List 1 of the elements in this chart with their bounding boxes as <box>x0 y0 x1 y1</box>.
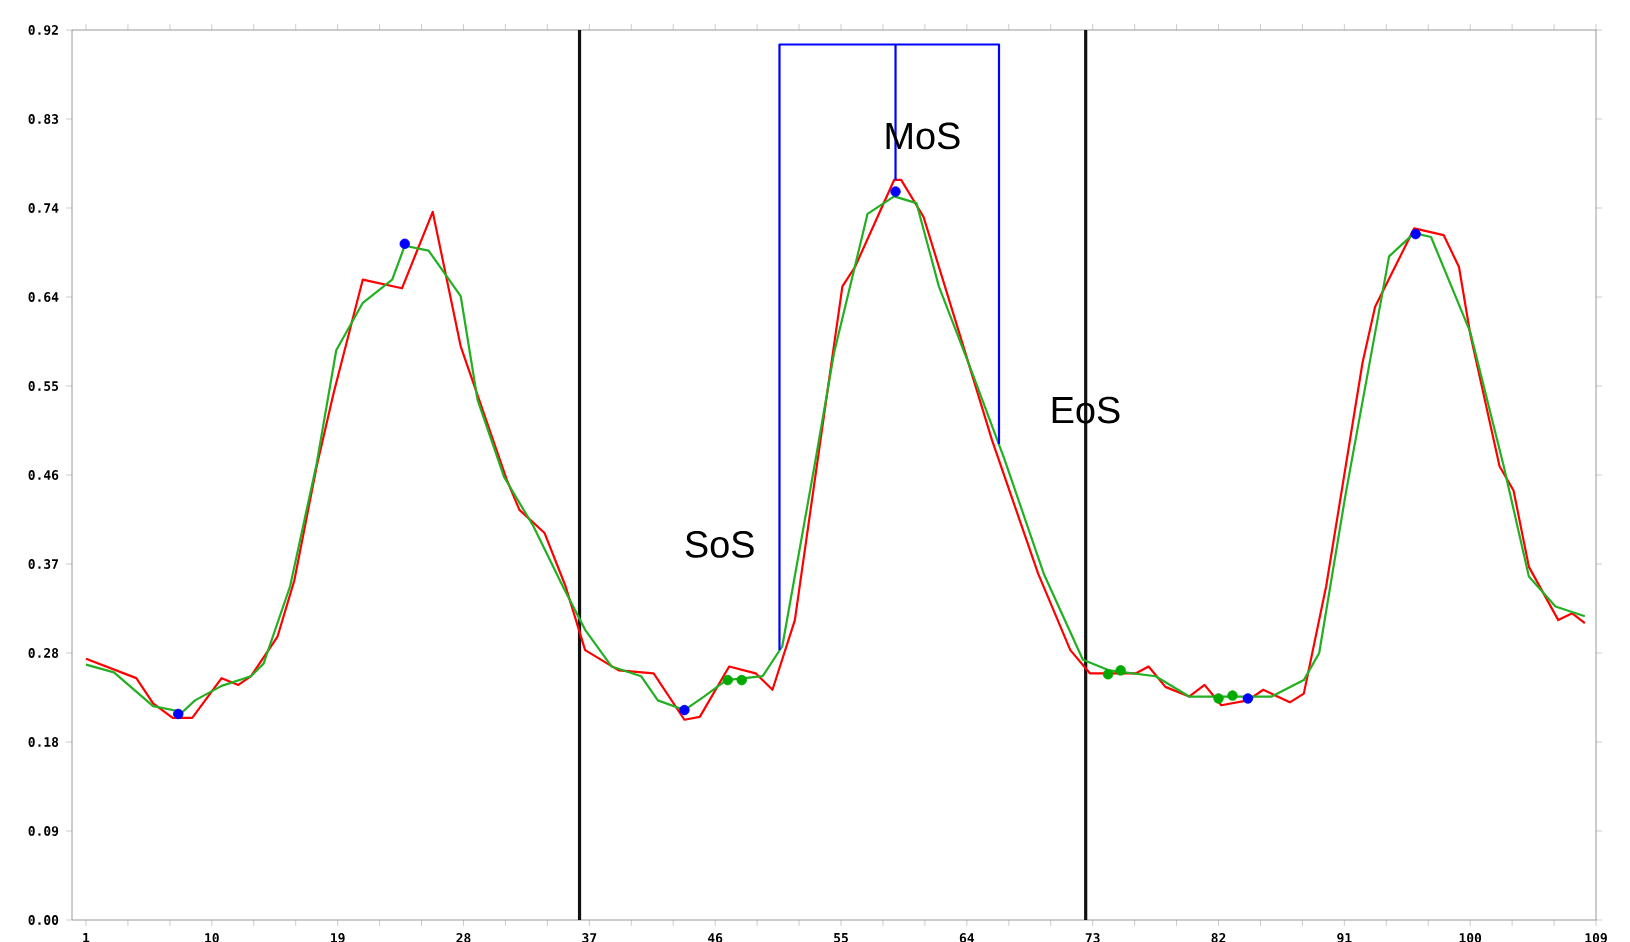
annotation: SoS <box>685 531 754 558</box>
